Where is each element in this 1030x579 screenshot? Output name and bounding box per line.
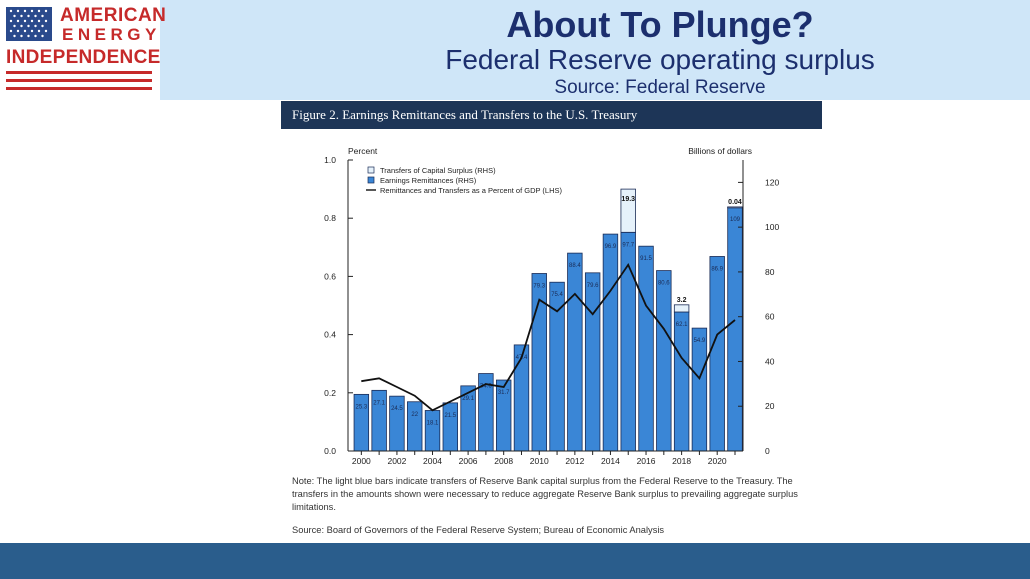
logo-stripe <box>6 87 152 90</box>
figure-note: Note: The light blue bars indicate trans… <box>292 476 798 512</box>
transfer-bar-label: 3.2 <box>677 297 687 304</box>
earnings-bar <box>567 252 583 452</box>
earnings-bar-label: 91.5 <box>640 256 652 262</box>
right-tick-label: 20 <box>765 401 775 411</box>
earnings-bar <box>602 233 619 452</box>
x-tick-label: 2016 <box>637 456 656 466</box>
earnings-bar-label: 29.1 <box>462 396 474 402</box>
transfer-bar-label: 19.3 <box>621 196 635 203</box>
earnings-bar-label: 31.7 <box>498 390 510 396</box>
slide-subtitle: Federal Reserve operating surplus <box>445 44 875 75</box>
earnings-bar-label: 18.1 <box>427 420 439 426</box>
earnings-bar <box>424 410 441 452</box>
x-tick-label: 2002 <box>387 456 406 466</box>
x-tick-label: 2008 <box>494 456 513 466</box>
earnings-bar-label: 21.5 <box>444 413 456 419</box>
figure-source: Source: Board of Governors of the Federa… <box>292 525 665 535</box>
slide-source: Source: Federal Reserve <box>554 77 766 98</box>
earnings-bar-label: 79.3 <box>533 283 545 289</box>
x-tick-label: 2010 <box>530 456 549 466</box>
slide-title: About To Plunge? <box>506 4 814 45</box>
logo-word-independence: INDEPENDENCE <box>6 47 161 68</box>
transfer-bar <box>620 188 636 233</box>
earnings-bar <box>727 206 743 452</box>
left-axis-title: Percent <box>348 146 378 156</box>
right-axis-title: Billions of dollars <box>688 146 752 156</box>
footer-band <box>0 543 1030 579</box>
right-tick-label: 120 <box>765 177 779 187</box>
earnings-bar-label: 86.9 <box>711 266 723 272</box>
earnings-bar-label: 54.9 <box>694 338 706 344</box>
right-tick-label: 0 <box>765 446 770 456</box>
right-tick-label: 40 <box>765 356 775 366</box>
x-tick-label: 2020 <box>708 456 727 466</box>
earnings-bar-label: 109 <box>730 217 741 223</box>
left-tick-label: 0.2 <box>324 388 336 398</box>
x-tick-label: 2014 <box>601 456 620 466</box>
earnings-bar-label: 97.7 <box>622 242 634 248</box>
earnings-bar-label: 80.6 <box>658 281 670 287</box>
legend-label: Remittances and Transfers as a Percent o… <box>380 186 563 195</box>
earnings-bar-label: 22 <box>411 412 418 418</box>
right-tick-label: 60 <box>765 312 775 322</box>
earnings-bar <box>709 256 725 452</box>
x-tick-label: 2006 <box>459 456 478 466</box>
figure-title: Figure 2. Earnings Remittances and Trans… <box>292 107 638 122</box>
earnings-bar-label: 25.3 <box>356 404 368 410</box>
left-tick-label: 1.0 <box>324 155 336 165</box>
legend-box-swatch <box>367 176 375 184</box>
x-tick-label: 2004 <box>423 456 442 466</box>
x-tick-label: 2012 <box>565 456 584 466</box>
earnings-bar <box>638 245 654 452</box>
transfer-bar <box>673 304 690 313</box>
left-tick-label: 0.0 <box>324 446 336 456</box>
x-tick-label: 2018 <box>672 456 691 466</box>
legend-box-swatch <box>367 166 375 174</box>
header-band <box>0 0 1030 100</box>
right-tick-label: 80 <box>765 267 775 277</box>
legend-label: Earnings Remittances (RHS) <box>380 176 477 185</box>
transfer-bar <box>727 206 743 209</box>
earnings-bar-label: 27.1 <box>373 400 385 406</box>
earnings-bar <box>442 402 459 452</box>
right-tick-label: 100 <box>765 222 779 232</box>
left-tick-label: 0.6 <box>324 271 336 281</box>
earnings-bar <box>656 270 672 452</box>
logo: AMERICAN ENERGY INDEPENDENCE <box>0 0 166 100</box>
earnings-bar <box>673 311 690 452</box>
earnings-bar-label: 96.9 <box>605 244 617 250</box>
earnings-bar-label: 24.5 <box>391 406 403 412</box>
left-tick-label: 0.4 <box>324 330 336 340</box>
earnings-bar <box>407 401 423 452</box>
logo-stripe <box>6 79 152 82</box>
earnings-bar-label: 79.6 <box>587 283 599 289</box>
earnings-bar-label: 62.1 <box>676 322 688 328</box>
gdp-percent-line <box>361 262 736 412</box>
legend-label: Transfers of Capital Surplus (RHS) <box>380 166 496 175</box>
us-flag-icon <box>6 7 52 41</box>
earnings-bar-label: 34.6 <box>480 384 492 390</box>
earnings-bar-label: 75.4 <box>551 292 563 298</box>
transfer-bar-label: 0.04 <box>728 199 742 206</box>
earnings-bar <box>691 327 708 452</box>
left-tick-label: 0.8 <box>324 213 336 223</box>
logo-stripe <box>6 71 152 74</box>
earnings-bar-label: 88.4 <box>569 263 581 269</box>
logo-word-energy: ENERGY <box>62 25 161 44</box>
x-tick-label: 2000 <box>352 456 371 466</box>
logo-word-american: AMERICAN <box>60 5 167 26</box>
earnings-bar <box>584 272 601 452</box>
earnings-bar <box>353 393 370 452</box>
earnings-bar <box>389 395 405 452</box>
figure-title-bar <box>281 101 822 129</box>
